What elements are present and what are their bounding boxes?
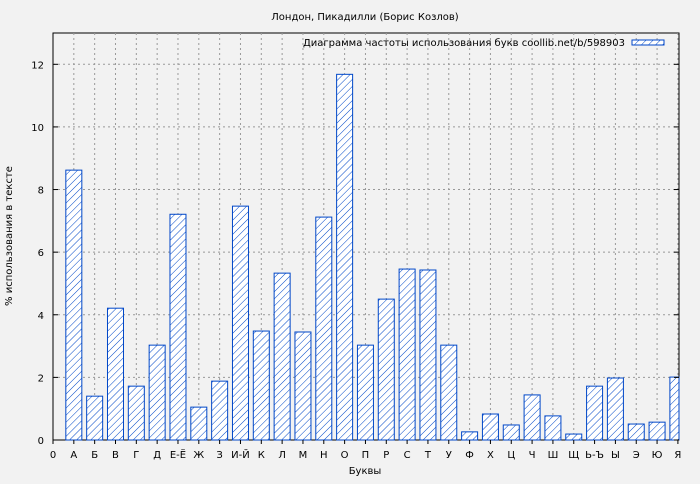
y-tick-label: 0 xyxy=(38,436,44,447)
y-tick-label: 8 xyxy=(38,186,44,197)
x-tick-label: Ф xyxy=(465,450,474,461)
bar-З xyxy=(211,380,229,441)
x-tick-label: Н xyxy=(320,450,328,461)
x-tick-label: И-Й xyxy=(231,448,250,461)
x-tick-label: О xyxy=(341,450,349,461)
bar-И-Й xyxy=(231,205,249,441)
x-tick-label: Я xyxy=(674,450,681,461)
x-tick-label: Щ xyxy=(568,450,579,461)
bar-Б xyxy=(86,395,104,441)
bar-Т xyxy=(419,269,437,441)
x-tick-label: А xyxy=(70,450,77,461)
legend: Диаграмма частоты использования букв coo… xyxy=(303,38,665,49)
bar-Р xyxy=(377,298,395,441)
bar-Щ xyxy=(565,433,583,441)
x-tick-label: Ж xyxy=(193,450,204,461)
bar-У xyxy=(440,344,458,441)
x-tick-label: С xyxy=(404,450,411,461)
legend-swatch xyxy=(631,39,665,46)
bar-В xyxy=(106,307,124,441)
x-tick-label: Л xyxy=(278,450,286,461)
bar-Е-Ё xyxy=(169,213,187,441)
bar-Ц xyxy=(502,424,520,441)
x-tick-label: Ю xyxy=(652,450,663,461)
x-tick-label: Ь-Ъ xyxy=(585,450,604,461)
x-tick-label: Ш xyxy=(548,450,559,461)
y-tick-label: 4 xyxy=(38,311,44,322)
x-tick-label: Э xyxy=(633,450,640,461)
legend-label: Диаграмма частоты использования букв coo… xyxy=(303,38,625,49)
x-tick-label: Е-Ё xyxy=(170,448,186,461)
bar-С xyxy=(398,268,416,441)
bar-Х xyxy=(481,413,499,441)
bar-Э xyxy=(627,423,645,441)
x-tick-label: 0 xyxy=(50,450,56,461)
bar-Ю xyxy=(648,421,666,441)
bar-Л xyxy=(273,272,291,441)
x-tick-label: Ч xyxy=(529,450,536,461)
bar-К xyxy=(252,330,270,441)
y-axis-label: % использования в тексте xyxy=(4,166,15,306)
bar-Ш xyxy=(544,415,562,441)
x-tick-label: В xyxy=(112,450,119,461)
x-axis-label: Буквы xyxy=(349,466,382,477)
bar-Д xyxy=(148,344,166,441)
x-tick-label: Ц xyxy=(507,450,515,461)
x-tick-label: Ы xyxy=(611,450,620,461)
bar-Ф xyxy=(461,431,479,441)
y-tick-label: 10 xyxy=(31,123,44,134)
y-tick-label: 12 xyxy=(31,60,44,71)
bar-Ы xyxy=(606,377,624,441)
chart-title: Лондон, Пикадилли (Борис Козлов) xyxy=(271,12,459,23)
y-tick-label: 6 xyxy=(38,248,44,259)
bar-П xyxy=(356,344,374,441)
axes: 0 2 4 6 8 10 12 0 А Б В Г Д Е-Ё Ж З И-Й К Л М Н О П Р С Т У Ф Х Ц Ч Ш Щ Ь… xyxy=(31,60,681,461)
bar-М xyxy=(294,331,312,441)
x-tick-label: Б xyxy=(91,450,98,461)
x-tick-label: Д xyxy=(153,450,161,461)
x-tick-label: Т xyxy=(424,450,432,461)
bar-О xyxy=(336,73,354,441)
bar-Ж xyxy=(190,406,208,441)
bar-А xyxy=(65,169,83,441)
x-tick-label: З xyxy=(216,450,222,461)
x-tick-label: П xyxy=(362,450,370,461)
x-tick-label: К xyxy=(258,450,265,461)
bars xyxy=(65,73,680,441)
y-tick-label: 2 xyxy=(38,373,44,384)
x-tick-label: Р xyxy=(383,450,389,461)
grid xyxy=(53,33,679,440)
x-tick-label: Г xyxy=(133,450,139,461)
x-tick-label: Х xyxy=(487,450,494,461)
bar-Ч xyxy=(523,394,541,441)
bar-Г xyxy=(127,385,145,441)
bar-Н xyxy=(315,216,333,441)
bar-Я xyxy=(669,376,680,441)
bar-Ь-Ъ xyxy=(586,385,604,441)
x-tick-label: У xyxy=(446,450,452,461)
x-tick-label: М xyxy=(299,450,308,461)
